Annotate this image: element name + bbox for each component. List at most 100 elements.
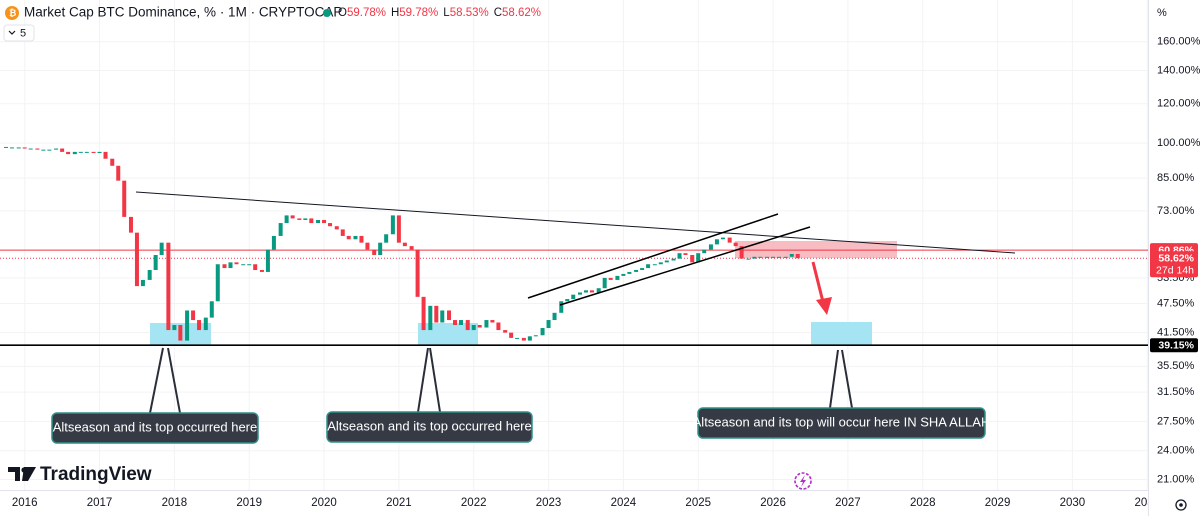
candle [247,264,252,266]
candle [35,148,40,150]
candle [602,277,607,289]
candle [683,253,688,255]
channel-line [527,213,779,299]
callout-text: Altseason and its top will occur here IN… [693,414,991,429]
candle [241,264,246,266]
ohlc-key: O [338,7,347,19]
candle [415,249,420,297]
candle [720,237,725,240]
candle [147,269,152,280]
y-tick-label: 21.00% [1157,473,1195,485]
candle [496,322,501,331]
logo-icon [8,467,36,481]
candle [421,296,426,331]
status-dot [323,9,331,17]
gear[interactable] [1175,499,1187,511]
candle [128,216,133,233]
countdown-label: 27d 14h [1156,264,1194,276]
y-tick-label: 31.50% [1157,386,1195,398]
candle [671,258,676,261]
y-tick-label: 24.00% [1157,445,1195,457]
x-tick-label: 2018 [162,497,188,509]
x-tick-label: 2017 [87,497,113,509]
candle [509,332,514,338]
candle [28,148,33,150]
candle [546,320,551,329]
candle [72,151,77,155]
ohlc-value: 58.53% [450,7,489,19]
candle [402,242,407,247]
candle [552,312,557,321]
candle [309,218,314,224]
arrow [811,261,825,303]
candle [577,292,582,295]
settings-icon[interactable] [1175,499,1187,511]
x-tick-label: 2016 [12,497,38,509]
candle [664,260,669,263]
candle [646,264,651,269]
candle [746,258,751,260]
callout-pointer [841,349,853,409]
arrow-head [816,297,832,315]
candle [447,310,452,321]
candle [758,256,763,258]
candle [752,256,757,259]
candle [140,279,145,287]
candle [328,223,333,227]
drawings-back [150,241,897,345]
candle [733,242,738,247]
candle [159,242,164,255]
candle [97,151,102,154]
candle [84,151,89,153]
header: ₿ Market Cap BTC Dominance, % · 1M · CRY… [3,5,541,42]
candle [708,244,713,250]
coin-icon [5,6,19,20]
candle [372,249,377,255]
candle [583,290,588,293]
callout-pointer [167,347,181,414]
candle [3,146,8,148]
candle [640,268,645,270]
candle [627,271,632,274]
candle [16,147,21,149]
price-tag-label: 58.62% [1158,252,1194,264]
candle [615,275,620,280]
drawings-front: Altseason and its top occurred here Alts… [51,191,1016,444]
candle [783,256,788,258]
candle [290,215,295,219]
candle [634,269,639,272]
candle [771,256,776,258]
candle [265,249,270,272]
x-tick-label: 2024 [611,497,637,509]
candle [589,290,594,293]
candle [409,246,414,250]
candle [153,254,158,270]
candle [259,269,264,272]
candle [178,324,183,341]
callout-pointer [417,347,429,413]
interval-badge[interactable] [3,24,35,42]
candle [565,299,570,302]
y-tick-label: 160.00% [1157,36,1200,48]
highlight-zone [418,323,478,345]
x-tick-label: 2020 [311,497,337,509]
candle [134,232,139,287]
candle [9,147,14,149]
callout-box [326,411,533,443]
x-tick-label: 2022 [461,497,487,509]
candle [696,253,701,263]
candle [303,218,308,220]
callout-pointer [149,347,164,414]
candle [222,264,227,269]
candle [727,237,732,243]
candle [384,234,389,243]
candle [652,264,657,266]
y-tick-label: 85.00% [1157,172,1195,184]
candle [533,335,538,337]
candle [78,151,83,153]
callout-text: Altseason and its top occurred here [53,419,258,434]
candle [203,317,208,331]
y-tick-label: 35.50% [1157,360,1195,372]
x-tick-label: 2026 [760,497,786,509]
